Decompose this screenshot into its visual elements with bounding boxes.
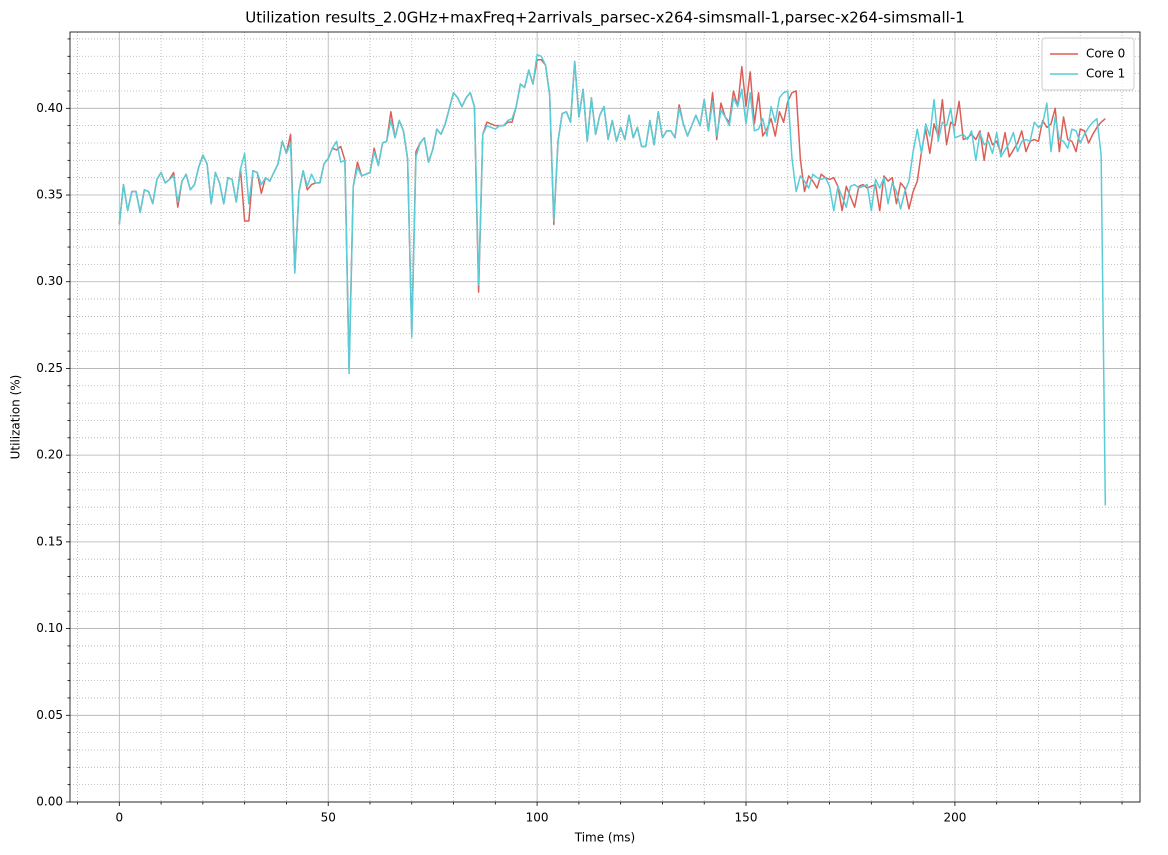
x-axis-label: Time (ms) bbox=[574, 831, 636, 845]
y-tick-label: 0.35 bbox=[36, 188, 63, 202]
y-tick-label: 0.05 bbox=[36, 708, 63, 722]
y-tick-label: 0.20 bbox=[36, 448, 63, 462]
legend-box bbox=[1041, 37, 1135, 91]
y-tick-label: 0.25 bbox=[36, 361, 63, 375]
plot-frame bbox=[69, 31, 1141, 803]
legend-label: Core 0 bbox=[1086, 47, 1125, 61]
y-tick-label: 0.40 bbox=[36, 101, 63, 115]
x-tick-label: 150 bbox=[735, 811, 758, 825]
x-tick-label: 100 bbox=[526, 811, 549, 825]
chart-title: Utilization results_2.0GHz+maxFreq+2arri… bbox=[245, 9, 965, 28]
y-tick-label: 0.00 bbox=[36, 795, 63, 809]
legend-label: Core 1 bbox=[1086, 67, 1125, 81]
y-tick-label: 0.30 bbox=[36, 274, 63, 288]
series-line bbox=[118, 53, 1107, 506]
y-axis-label: Utilization (%) bbox=[9, 375, 23, 460]
x-tick-label: 200 bbox=[943, 811, 966, 825]
legend: Core 0 Core 1 bbox=[1041, 37, 1135, 91]
y-tick-label: 0.10 bbox=[36, 621, 63, 635]
x-tick-label: 0 bbox=[115, 811, 123, 825]
y-tick-label: 0.15 bbox=[36, 534, 63, 548]
x-tick-label: 50 bbox=[321, 811, 336, 825]
